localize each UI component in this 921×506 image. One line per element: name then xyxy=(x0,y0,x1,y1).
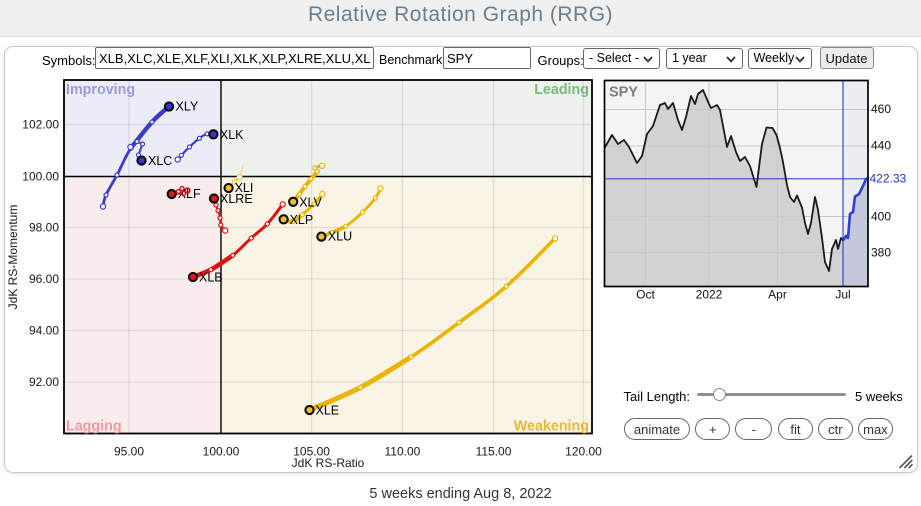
svg-text:120.00: 120.00 xyxy=(565,445,602,459)
svg-text:95.00: 95.00 xyxy=(114,445,144,459)
svg-text:XLC: XLC xyxy=(148,154,172,168)
svg-text:XLI: XLI xyxy=(235,181,254,195)
svg-text:400: 400 xyxy=(871,210,891,224)
svg-text:Weakening: Weakening xyxy=(514,419,589,435)
svg-text:422.33: 422.33 xyxy=(870,172,907,186)
svg-text:XLE: XLE xyxy=(316,404,340,418)
svg-text:JdK RS-Momentum: JdK RS-Momentum xyxy=(6,205,20,310)
svg-text:JdK RS-Ratio: JdK RS-Ratio xyxy=(292,456,365,470)
svg-text:100.00: 100.00 xyxy=(22,170,59,184)
svg-text:Improving: Improving xyxy=(66,82,135,98)
svg-text:380: 380 xyxy=(871,246,891,260)
svg-text:Lagging: Lagging xyxy=(66,419,122,435)
svg-text:XLU: XLU xyxy=(328,230,352,244)
svg-text:94.00: 94.00 xyxy=(29,324,59,338)
svg-text:96.00: 96.00 xyxy=(29,272,59,286)
svg-text:XLRE: XLRE xyxy=(220,192,253,206)
svg-text:Jul: Jul xyxy=(835,288,850,302)
svg-text:115.00: 115.00 xyxy=(476,445,512,459)
svg-text:92.00: 92.00 xyxy=(29,375,59,389)
svg-text:2022: 2022 xyxy=(696,288,723,302)
svg-text:100.00: 100.00 xyxy=(203,445,240,459)
svg-text:110.00: 110.00 xyxy=(384,445,420,459)
svg-text:440: 440 xyxy=(871,139,891,153)
svg-text:XLY: XLY xyxy=(176,100,199,114)
svg-text:Apr: Apr xyxy=(768,288,787,302)
svg-text:XLK: XLK xyxy=(220,128,244,142)
svg-text:98.00: 98.00 xyxy=(29,221,59,235)
svg-text:105.00: 105.00 xyxy=(293,445,330,459)
svg-text:XLP: XLP xyxy=(290,213,314,227)
svg-text:XLB: XLB xyxy=(199,271,223,285)
svg-text:Leading: Leading xyxy=(534,82,589,98)
svg-text:SPY: SPY xyxy=(609,85,638,101)
svg-text:102.00: 102.00 xyxy=(22,118,59,132)
svg-text:XLV: XLV xyxy=(299,195,322,209)
svg-text:460: 460 xyxy=(871,102,891,116)
svg-text:Oct: Oct xyxy=(636,288,655,302)
